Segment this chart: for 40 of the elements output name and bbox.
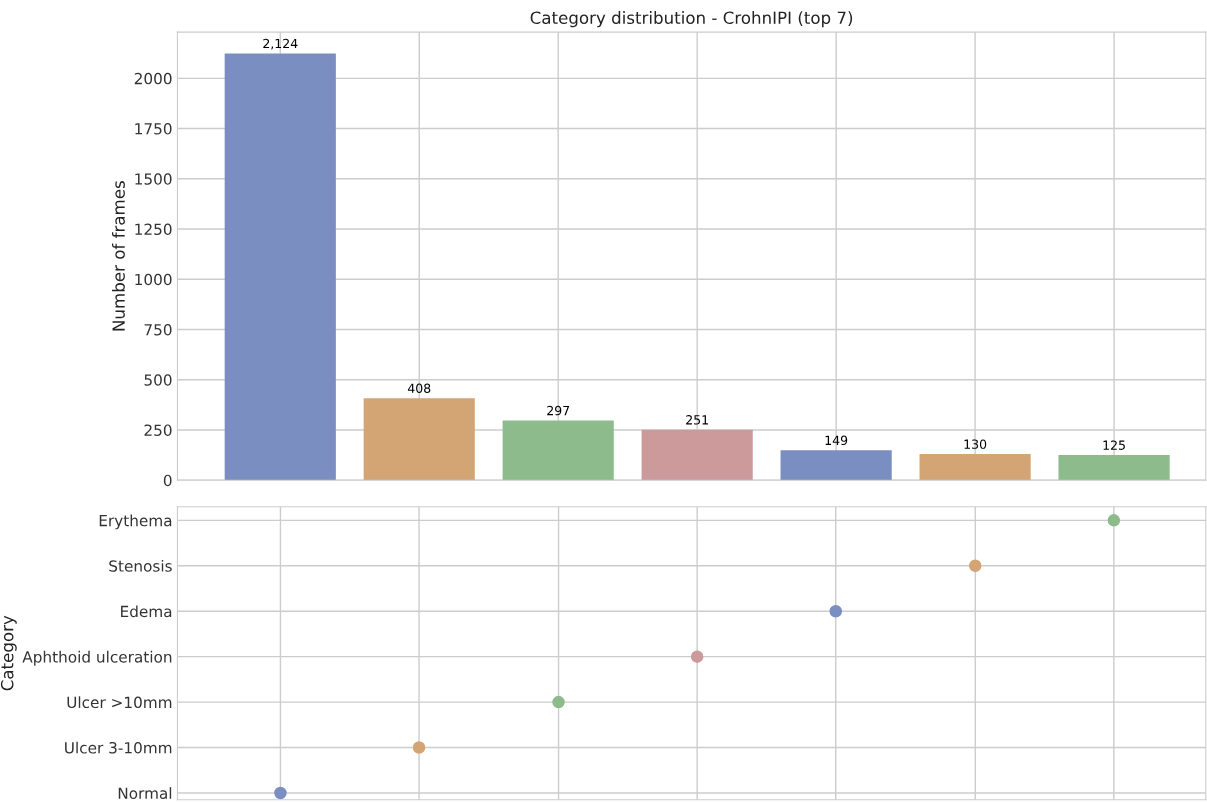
data-label: 251 [686, 415, 708, 425]
y-tick-label: 1000 [135, 273, 172, 286]
y-axis-title: Category [0, 615, 17, 691]
data-label: 408 [407, 383, 431, 394]
y-tick-label: Stenosis [109, 559, 172, 572]
y-tick-label: 1250 [135, 223, 172, 236]
data-label: 2,124 [263, 38, 298, 50]
y-tick-label: 2000 [134, 72, 172, 85]
y-tick-label: Edema [121, 605, 172, 618]
bar [363, 398, 475, 481]
point [829, 604, 842, 618]
point [552, 695, 565, 709]
point [690, 650, 704, 663]
point [412, 741, 426, 754]
bar [780, 450, 892, 481]
y-tick-label: Ulcer 3-10mm [65, 741, 172, 754]
bar [502, 420, 614, 481]
data-label: 297 [547, 405, 570, 416]
y-tick-label: Aphthoid ulceration [22, 650, 172, 666]
point [1107, 514, 1121, 527]
bar [919, 454, 1031, 481]
bar [641, 429, 753, 481]
y-tick-label: 1500 [135, 173, 172, 185]
y-tick-label: 750 [144, 323, 172, 336]
y-axis-title: Number of frames [112, 181, 125, 331]
point [969, 559, 982, 573]
y-tick-label: 1750 [135, 123, 172, 135]
bar [1058, 455, 1170, 481]
bar [224, 53, 336, 481]
y-tick-label: 0 [163, 474, 172, 487]
y-tick-label: Ulcer >10mm [67, 696, 172, 709]
data-label: 149 [825, 435, 848, 446]
y-tick-label: 500 [144, 374, 172, 386]
data-label: 130 [964, 439, 987, 449]
data-label: 125 [1103, 440, 1125, 450]
point [274, 786, 287, 800]
chart-title: Category distribution - CrohnIPI (top 7) [530, 11, 853, 28]
y-tick-label: Normal [118, 787, 172, 799]
y-tick-label: 250 [144, 424, 172, 436]
y-tick-label: Erythema [99, 514, 172, 530]
